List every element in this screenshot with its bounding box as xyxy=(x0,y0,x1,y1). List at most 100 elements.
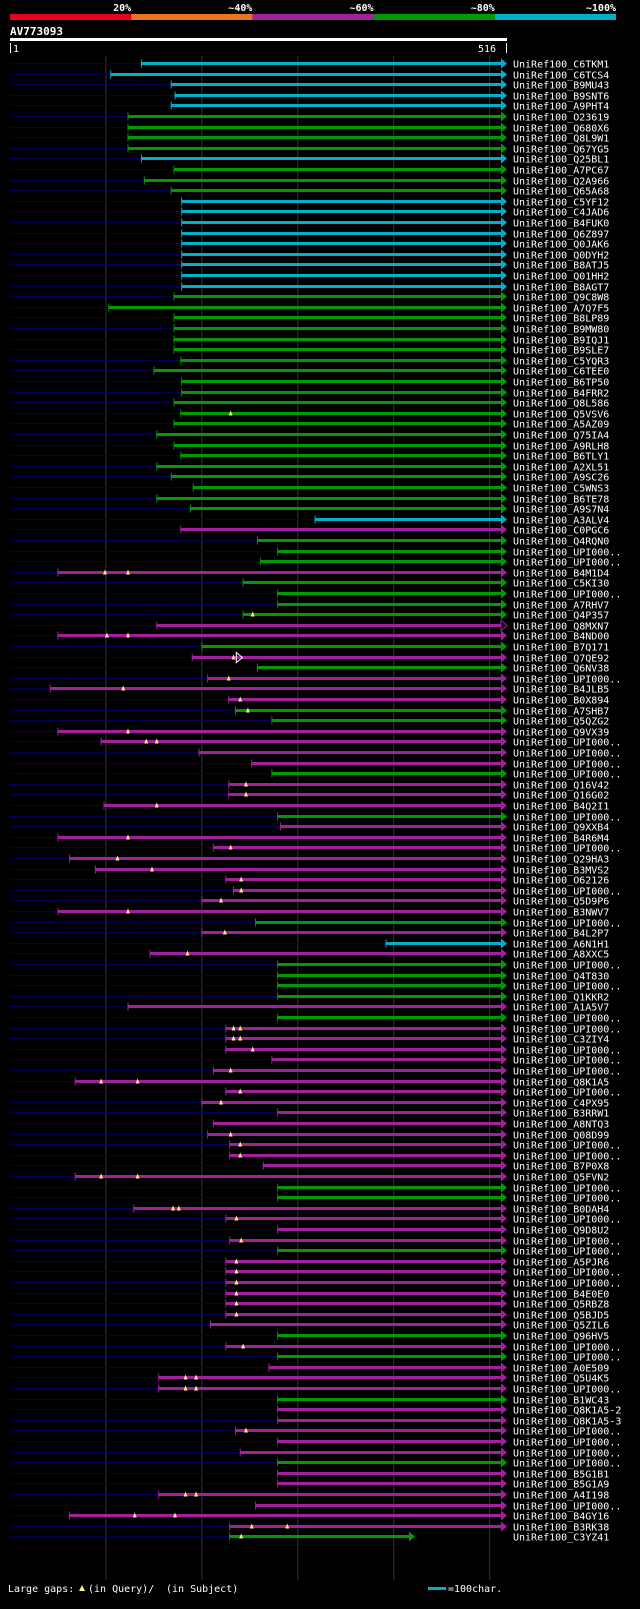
hit-label[interactable]: UniRef100_UPI000.. xyxy=(513,770,621,781)
hit-row[interactable]: UniRef100_A1A5V7 xyxy=(10,1001,609,1014)
hit-label[interactable]: UniRef100_C4JAD6 xyxy=(513,208,609,219)
hit-row[interactable]: UniRef100_UPI000.. xyxy=(10,1447,621,1460)
hit-row[interactable]: UniRef100_Q680X6 xyxy=(10,122,609,135)
hit-label[interactable]: UniRef100_O23619 xyxy=(513,113,609,124)
hit-label[interactable]: UniRef100_B9SNT6 xyxy=(513,92,609,103)
hit-row[interactable]: UniRef100_UPI000.. xyxy=(10,556,621,569)
hit-label[interactable]: UniRef100_B3RRW1 xyxy=(513,1109,609,1120)
hit-label[interactable]: UniRef100_B4E0E0 xyxy=(513,1290,609,1301)
hit-row[interactable]: UniRef100_Q4RQN0 xyxy=(10,535,609,548)
hit-row[interactable]: UniRef100_A2XL51 xyxy=(10,461,609,474)
hit-label[interactable]: UniRef100_Q5QZG2 xyxy=(513,717,609,728)
hit-label[interactable]: UniRef100_UPI000.. xyxy=(513,1449,621,1460)
hit-row[interactable]: UniRef100_A9S7N4 xyxy=(10,503,609,516)
hit-row[interactable]: UniRef100_UPI000.. xyxy=(10,1500,621,1513)
hit-row[interactable]: UniRef100_O62126 xyxy=(10,874,609,887)
hit-row[interactable]: UniRef100_B4R6M4 xyxy=(10,832,609,845)
hit-label[interactable]: UniRef100_A9S7N4 xyxy=(513,505,609,516)
hit-label[interactable]: UniRef100_UPI000.. xyxy=(513,813,621,824)
hit-row[interactable]: UniRef100_UPI000.. xyxy=(10,1277,621,1290)
hit-label[interactable]: UniRef100_B8ATJ5 xyxy=(513,261,609,272)
hit-row[interactable]: UniRef100_C4JAD6 xyxy=(10,206,609,219)
hit-label[interactable]: UniRef100_Q29HA3 xyxy=(513,855,609,866)
hit-row[interactable]: UniRef100_UPI000.. xyxy=(10,1086,621,1099)
hit-label[interactable]: UniRef100_A1A5V7 xyxy=(513,1003,609,1014)
hit-label[interactable]: UniRef100_UPI000.. xyxy=(513,887,621,898)
hit-label[interactable]: UniRef100_UPI000.. xyxy=(513,982,621,993)
hit-row[interactable]: UniRef100_C5KI30 xyxy=(10,577,609,590)
hit-label[interactable]: UniRef100_C5YQR3 xyxy=(513,357,609,368)
hit-row[interactable]: UniRef100_Q8MXN7 xyxy=(10,619,609,633)
hit-row[interactable]: UniRef100_UPI000.. xyxy=(10,1182,621,1195)
hit-row[interactable]: UniRef100_B9IQJ1 xyxy=(10,334,609,347)
hit-label[interactable]: UniRef100_UPI000.. xyxy=(513,558,621,569)
hit-row[interactable]: UniRef100_A7Q7F5 xyxy=(10,302,609,315)
hit-label[interactable]: UniRef100_C3YZ41 xyxy=(513,1533,609,1544)
hit-label[interactable]: UniRef100_C0PGC6 xyxy=(513,526,609,537)
hit-label[interactable]: UniRef100_B4GY16 xyxy=(513,1512,609,1523)
hit-label[interactable]: UniRef100_C6TCS4 xyxy=(513,71,609,82)
hit-label[interactable]: UniRef100_Q4T830 xyxy=(513,972,609,983)
hit-label[interactable]: UniRef100_UPI000.. xyxy=(513,1459,621,1470)
hit-row[interactable]: UniRef100_Q5FVN2 xyxy=(10,1171,609,1184)
hit-row[interactable]: UniRef100_B9MU43 xyxy=(10,79,609,92)
hit-row[interactable]: UniRef100_UPI000.. xyxy=(10,588,621,601)
hit-row[interactable]: UniRef100_B4L2P7 xyxy=(10,927,609,940)
hit-row[interactable]: UniRef100_Q65A68 xyxy=(10,185,609,198)
hit-label[interactable]: UniRef100_Q0DYH2 xyxy=(513,251,609,262)
hit-row[interactable]: UniRef100_UPI000.. xyxy=(10,1457,621,1470)
hit-row[interactable]: UniRef100_B7Q171 xyxy=(10,641,609,654)
hit-label[interactable]: UniRef100_B9MW80 xyxy=(513,325,609,336)
hit-row[interactable]: UniRef100_B4Q2I1 xyxy=(10,800,609,813)
hit-label[interactable]: UniRef100_UPI000.. xyxy=(513,590,621,601)
hit-label[interactable]: UniRef100_Q0JAK6 xyxy=(513,240,609,251)
hit-label[interactable]: UniRef100_UPI000.. xyxy=(513,919,621,930)
hit-label[interactable]: UniRef100_UPI000.. xyxy=(513,1237,621,1248)
hit-row[interactable]: UniRef100_A5AZ09 xyxy=(10,418,609,431)
hit-label[interactable]: UniRef100_A8NTQ3 xyxy=(513,1120,609,1131)
hit-label[interactable]: UniRef100_A5AZ09 xyxy=(513,420,609,431)
hit-row[interactable]: UniRef100_Q0JAK6 xyxy=(10,238,609,251)
hit-row[interactable]: UniRef100_Q8L586 xyxy=(10,397,609,410)
hit-label[interactable]: UniRef100_Q8K1A5-3 xyxy=(513,1417,621,1428)
hit-row[interactable]: UniRef100_UPI000.. xyxy=(10,1351,621,1364)
hit-row[interactable]: UniRef100_UPI000.. xyxy=(10,1436,621,1449)
hit-label[interactable]: UniRef100_Q25BL1 xyxy=(513,155,609,166)
hit-label[interactable]: UniRef100_Q9XXB4 xyxy=(513,823,609,834)
hit-row[interactable]: UniRef100_A0E509 xyxy=(10,1362,609,1375)
hit-row[interactable]: UniRef100_A7RHV7 xyxy=(10,599,609,612)
hit-label[interactable]: UniRef100_Q8L586 xyxy=(513,399,609,410)
hit-row[interactable]: UniRef100_A8NTQ3 xyxy=(10,1118,609,1131)
hit-label[interactable]: UniRef100_B7Q171 xyxy=(513,643,609,654)
hit-row[interactable]: UniRef100_B5G1A9 xyxy=(10,1478,609,1491)
hit-label[interactable]: UniRef100_Q8MXN7 xyxy=(513,622,609,633)
hit-label[interactable]: UniRef100_C5KI30 xyxy=(513,579,609,590)
hit-label[interactable]: UniRef100_UPI000.. xyxy=(513,1353,621,1364)
hit-label[interactable]: UniRef100_UPI000.. xyxy=(513,1141,621,1152)
hit-row[interactable]: UniRef100_Q16V42 xyxy=(10,779,609,792)
hit-label[interactable]: UniRef100_UPI000.. xyxy=(513,749,621,760)
hit-label[interactable]: UniRef100_A9PHT4 xyxy=(513,102,609,113)
hit-label[interactable]: UniRef100_Q16G02 xyxy=(513,791,609,802)
hit-label[interactable]: UniRef100_C5YF12 xyxy=(513,198,609,209)
hit-row[interactable]: UniRef100_Q4P357 xyxy=(10,609,609,622)
hit-label[interactable]: UniRef100_UPI000.. xyxy=(513,548,621,559)
hit-row[interactable]: UniRef100_B4E0E0 xyxy=(10,1288,609,1301)
hit-row[interactable]: UniRef100_UPI000.. xyxy=(10,980,621,993)
hit-label[interactable]: UniRef100_A5PJR6 xyxy=(513,1258,609,1269)
hit-row[interactable]: UniRef100_A9SC26 xyxy=(10,471,609,484)
hit-label[interactable]: UniRef100_Q2A966 xyxy=(513,177,609,188)
hit-label[interactable]: UniRef100_Q67YG5 xyxy=(513,145,609,156)
hit-label[interactable]: UniRef100_O62126 xyxy=(513,876,609,887)
hit-label[interactable]: UniRef100_UPI000.. xyxy=(513,760,621,771)
hit-row[interactable]: UniRef100_Q5D9P6 xyxy=(10,895,609,908)
hit-label[interactable]: UniRef100_Q7QE92 xyxy=(513,654,609,665)
hit-row[interactable]: UniRef100_Q5QZG2 xyxy=(10,715,609,728)
hit-row[interactable]: UniRef100_Q7QE92 xyxy=(10,651,609,665)
hit-row[interactable]: UniRef100_B4GY16 xyxy=(10,1510,609,1523)
hit-row[interactable]: UniRef100_B9MW80 xyxy=(10,323,609,336)
hit-label[interactable]: UniRef100_A8XXC5 xyxy=(513,950,609,961)
hit-row[interactable]: UniRef100_C5WNS3 xyxy=(10,482,609,495)
hit-label[interactable]: UniRef100_C6TEE0 xyxy=(513,367,609,378)
hit-label[interactable]: UniRef100_UPI000.. xyxy=(513,1025,621,1036)
